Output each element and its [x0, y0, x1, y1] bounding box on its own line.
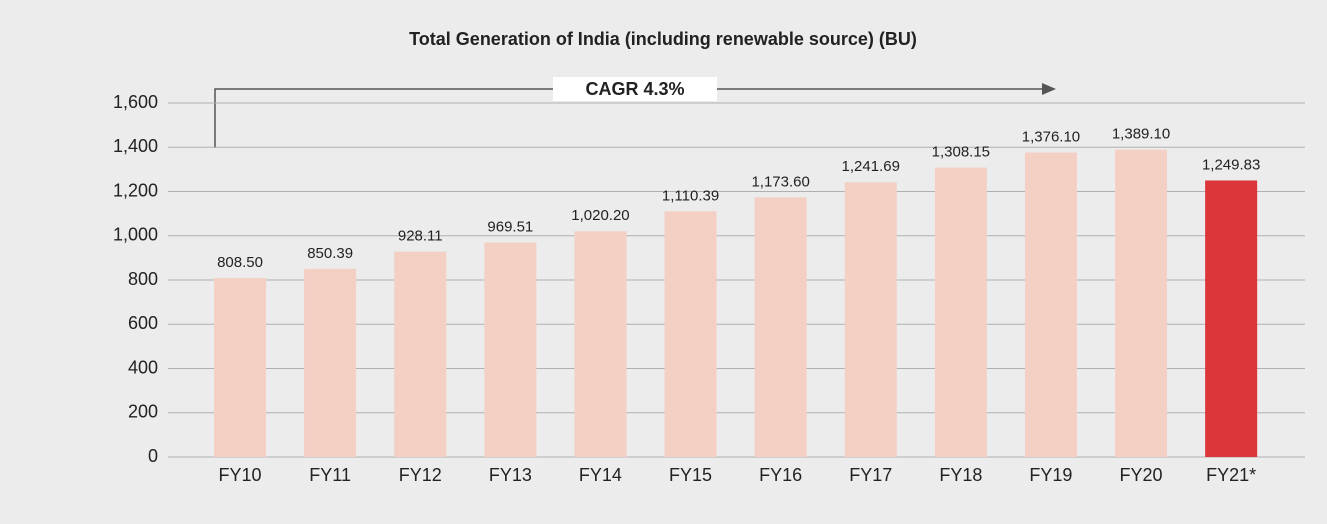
data-label: 1,376.10	[1022, 129, 1080, 146]
x-tick-label: FY18	[939, 465, 982, 485]
bar	[934, 167, 987, 457]
x-tick-label: FY11	[309, 465, 351, 485]
bar	[214, 278, 267, 457]
y-tick-label: 400	[128, 357, 158, 377]
bar	[484, 242, 537, 457]
data-label: 808.50	[217, 254, 263, 271]
y-tick-label: 1,000	[113, 225, 158, 245]
y-tick-label: 600	[128, 313, 158, 333]
bar	[1205, 180, 1258, 458]
bar	[304, 268, 357, 457]
x-tick-label: FY12	[399, 465, 442, 485]
bar	[1115, 149, 1168, 457]
y-tick-label: 0	[148, 446, 158, 466]
bar	[664, 211, 717, 457]
cagr-arrow	[214, 77, 1056, 148]
x-tick-label: FY13	[489, 465, 532, 485]
bar	[574, 231, 627, 457]
bar	[1024, 152, 1077, 457]
y-tick-label: 1,400	[113, 136, 158, 156]
x-tick-label: FY20	[1120, 465, 1163, 485]
x-tick-label: FY10	[219, 465, 262, 485]
data-label: 1,389.10	[1112, 126, 1170, 143]
y-tick-label: 200	[128, 402, 158, 422]
bar	[754, 197, 807, 457]
data-label: 1,110.39	[662, 187, 719, 204]
data-label: 1,173.60	[751, 173, 809, 190]
x-tick-label: FY19	[1029, 465, 1072, 485]
x-tick-label: FY16	[759, 465, 802, 485]
data-label: 1,241.69	[842, 158, 900, 175]
x-tick-label: FY14	[579, 465, 622, 485]
data-label: 1,020.20	[571, 207, 629, 224]
x-tick-label: FY17	[849, 465, 892, 485]
y-tick-label: 1,600	[113, 92, 158, 112]
chart-title: Total Generation of India (including ren…	[409, 29, 917, 49]
data-label: 1,308.15	[932, 144, 990, 161]
data-label: 850.39	[307, 245, 353, 262]
x-tick-label: FY21*	[1206, 465, 1256, 485]
data-label: 928.11	[398, 228, 443, 245]
bar	[844, 182, 897, 457]
data-label: 1,249.83	[1202, 156, 1260, 173]
y-tick-label: 1,200	[113, 180, 158, 200]
bar	[394, 251, 447, 457]
data-label: 969.51	[487, 218, 533, 235]
x-tick-label: FY15	[669, 465, 712, 485]
y-tick-label: 800	[128, 269, 158, 289]
annotation: CAGR 4.3%	[585, 79, 684, 99]
